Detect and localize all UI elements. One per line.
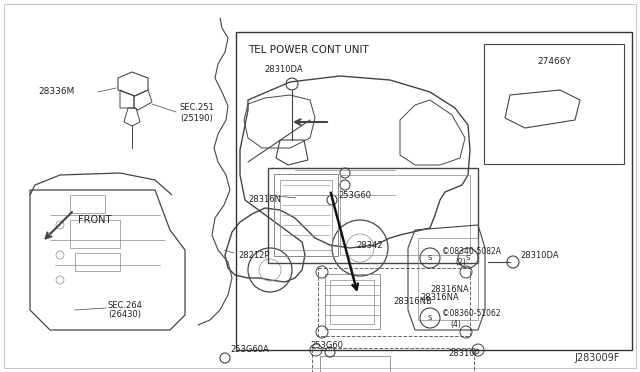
Text: (2): (2) xyxy=(455,257,466,266)
Text: S: S xyxy=(428,315,432,321)
Bar xyxy=(274,174,338,256)
Text: J283009F: J283009F xyxy=(575,353,620,363)
Text: FRONT: FRONT xyxy=(78,215,111,225)
Text: ©08360-51062: ©08360-51062 xyxy=(442,310,500,318)
Text: 28310DA: 28310DA xyxy=(264,65,303,74)
Text: 28316N: 28316N xyxy=(248,196,281,205)
Text: SEC.264: SEC.264 xyxy=(108,301,143,310)
Text: 28212P: 28212P xyxy=(238,250,269,260)
Text: 28336M: 28336M xyxy=(38,87,74,96)
Bar xyxy=(418,238,478,320)
Bar xyxy=(280,180,332,250)
Text: (25190): (25190) xyxy=(180,113,212,122)
Text: 28316NB: 28316NB xyxy=(393,298,432,307)
Text: TEL POWER CONT UNIT: TEL POWER CONT UNIT xyxy=(248,45,369,55)
Text: ©08340-5082A: ©08340-5082A xyxy=(442,247,501,257)
Text: (4): (4) xyxy=(450,321,461,330)
Bar xyxy=(325,274,380,329)
Text: 253G60: 253G60 xyxy=(338,190,371,199)
Text: 28310DA: 28310DA xyxy=(520,250,559,260)
Bar xyxy=(75,253,120,271)
Text: 253G60: 253G60 xyxy=(310,340,343,350)
Bar xyxy=(330,280,374,324)
Bar xyxy=(484,44,624,164)
Text: SEC.251: SEC.251 xyxy=(180,103,215,112)
Bar xyxy=(312,348,474,372)
Text: S: S xyxy=(466,255,470,261)
Text: 27466Y: 27466Y xyxy=(537,58,571,67)
Text: 28316NA: 28316NA xyxy=(430,285,468,295)
Text: 28316NA: 28316NA xyxy=(420,294,459,302)
Bar xyxy=(70,220,120,248)
Bar xyxy=(340,175,470,255)
Bar xyxy=(318,268,470,336)
Bar xyxy=(70,195,105,213)
Bar xyxy=(320,356,390,372)
Text: (26430): (26430) xyxy=(108,311,141,320)
Text: 28342: 28342 xyxy=(356,241,383,250)
Bar xyxy=(236,32,632,350)
Bar xyxy=(268,168,478,263)
Text: S: S xyxy=(428,255,432,261)
Text: 28310P: 28310P xyxy=(448,350,479,359)
Text: 253G60A: 253G60A xyxy=(230,346,269,355)
